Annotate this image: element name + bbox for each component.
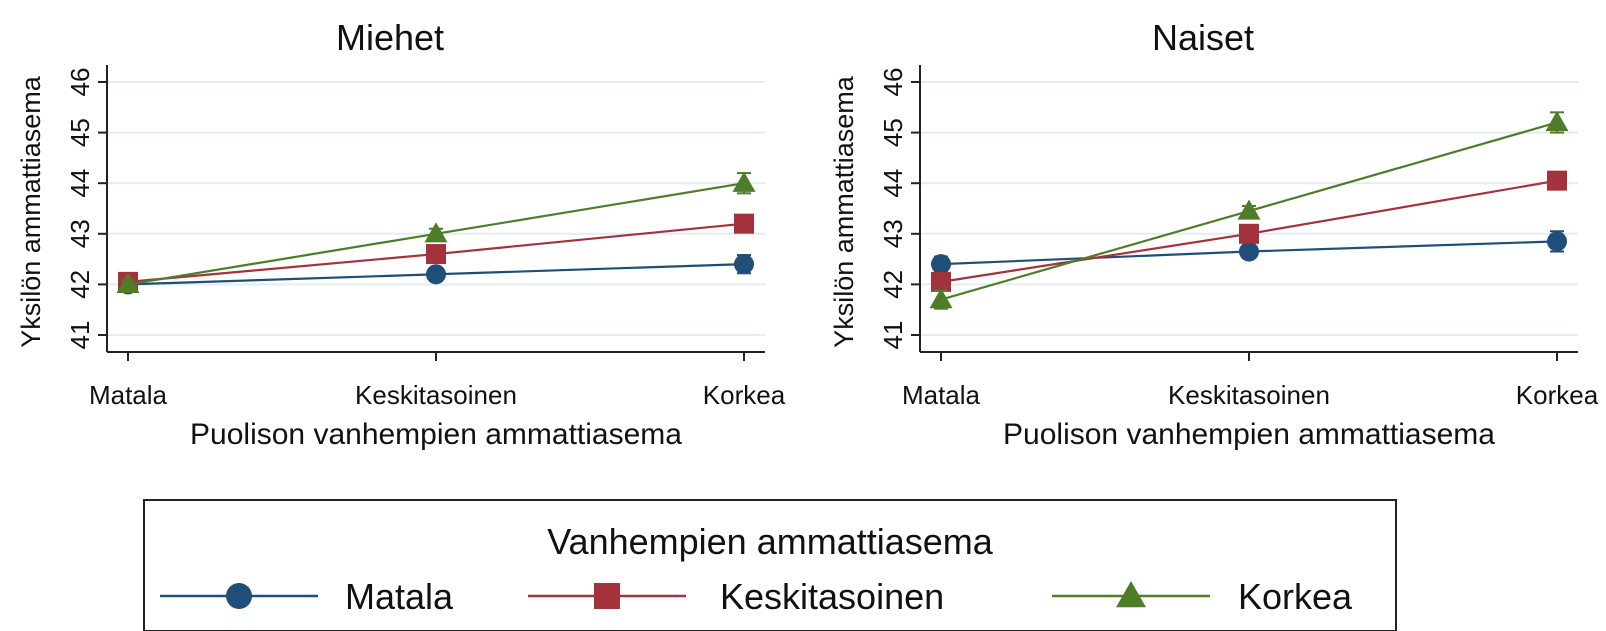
series-square bbox=[931, 170, 1567, 292]
legend-title: Vanhempien ammattiasema bbox=[547, 521, 994, 562]
panel-1: 41 42 43 44 45 46 Matala Keskitasoinen Korkea Mie… bbox=[16, 17, 786, 451]
legend-marker bbox=[594, 583, 620, 609]
y-tick-label: 44 bbox=[878, 169, 908, 198]
y-tick-label: 42 bbox=[65, 270, 95, 299]
legend-label: Matala bbox=[345, 576, 454, 617]
x-tick-label: Korkea bbox=[703, 380, 786, 410]
chart-panels: 41 42 43 44 45 46 Matala Keskitasoinen Korkea Mie… bbox=[16, 17, 1599, 451]
legend-label: Korkea bbox=[1238, 576, 1353, 617]
y-tick-label: 43 bbox=[65, 219, 95, 248]
data-point bbox=[424, 222, 448, 243]
x-tick-label: Keskitasoinen bbox=[355, 380, 517, 410]
y-tick-label: 44 bbox=[65, 169, 95, 198]
x-axis-label: Puolison vanhempien ammattiasema bbox=[190, 418, 682, 451]
data-point bbox=[734, 213, 754, 234]
x-tick-label: Korkea bbox=[1516, 380, 1599, 410]
data-point bbox=[732, 171, 756, 192]
data-point bbox=[1547, 170, 1567, 191]
y-tick-label: 42 bbox=[878, 270, 908, 299]
legend-item: Matala bbox=[160, 576, 454, 617]
data-point bbox=[426, 264, 446, 285]
y-tick-label: 43 bbox=[878, 219, 908, 248]
legend-label: Keskitasoinen bbox=[720, 576, 944, 617]
y-tick-label: 41 bbox=[65, 321, 95, 350]
panel-title: Miehet bbox=[336, 17, 444, 58]
y-tick-label: 45 bbox=[65, 118, 95, 147]
series-circle bbox=[931, 230, 1567, 275]
data-point bbox=[929, 288, 953, 309]
legend-item: Keskitasoinen bbox=[528, 576, 944, 617]
legend-marker bbox=[226, 583, 252, 609]
panel-title: Naiset bbox=[1152, 17, 1254, 58]
data-point bbox=[1237, 199, 1261, 220]
data-point bbox=[1547, 231, 1567, 252]
y-axis-label: Yksilön ammattiasema bbox=[16, 75, 46, 348]
x-axis-label: Puolison vanhempien ammattiasema bbox=[1003, 418, 1495, 451]
y-tick-label: 45 bbox=[878, 118, 908, 147]
y-tick-label: 46 bbox=[878, 68, 908, 97]
x-tick-label: Matala bbox=[89, 380, 168, 410]
data-point bbox=[1239, 223, 1259, 244]
x-tick-label: Matala bbox=[902, 380, 981, 410]
series-square bbox=[118, 213, 754, 292]
y-tick-label: 41 bbox=[878, 321, 908, 350]
x-tick-label: Keskitasoinen bbox=[1168, 380, 1330, 410]
legend: Vanhempien ammattiasema Matala Keskitasoi… bbox=[143, 499, 1397, 631]
data-point bbox=[734, 254, 754, 275]
legend-item: Korkea bbox=[1052, 576, 1353, 617]
legend-items: Matala Keskitasoinen Korkea bbox=[160, 576, 1353, 617]
legend-box bbox=[143, 499, 1397, 631]
series-triangle bbox=[116, 171, 756, 294]
panel-2: 41 42 43 44 45 46 Matala Keskitasoinen Korkea Nai… bbox=[829, 17, 1599, 451]
y-axis-label: Yksilön ammattiasema bbox=[829, 75, 859, 348]
data-point bbox=[931, 271, 951, 292]
data-point bbox=[116, 272, 140, 294]
data-point bbox=[1239, 241, 1259, 262]
data-point bbox=[426, 244, 446, 265]
series-triangle bbox=[929, 110, 1569, 310]
y-tick-label: 46 bbox=[65, 68, 95, 97]
legend-marker bbox=[1116, 581, 1146, 608]
data-point bbox=[931, 254, 951, 275]
data-point bbox=[1545, 110, 1569, 132]
